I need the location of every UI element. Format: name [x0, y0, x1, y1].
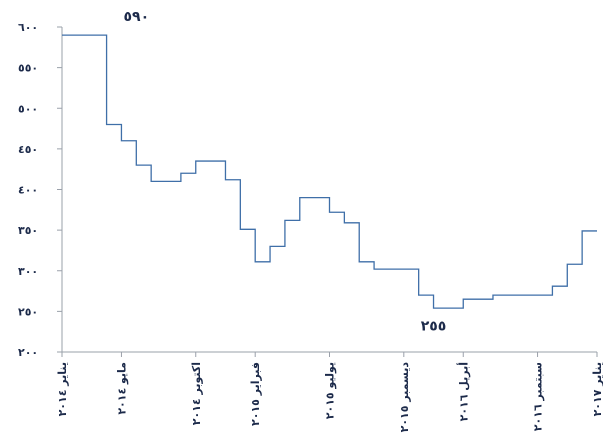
- annotation: ٢٥٥: [421, 318, 447, 334]
- x-tick-label: يناير ٢٠١٤: [56, 362, 69, 416]
- y-tick-label: ٤٠٠: [18, 184, 38, 197]
- y-tick-label: ٥٥٠: [18, 62, 38, 75]
- y-tick-label: ٣٥٠: [18, 224, 38, 237]
- y-tick-label: ٣٠٠: [18, 265, 38, 278]
- x-tick-label: سبتمبر ٢٠١٦: [532, 362, 545, 431]
- annotation: ٥٩٠: [123, 9, 149, 25]
- x-tick-label: يناير ٢٠١٧: [591, 362, 603, 416]
- x-tick-label: فبراير ٢٠١٥: [249, 362, 262, 426]
- y-tick-label: ٢٥٠: [18, 305, 38, 318]
- y-tick-label: ٤٥٠: [18, 143, 38, 156]
- x-tick-label: اكتوبر ٢٠١٤: [190, 362, 203, 425]
- y-tick-label: ٢٠٠: [18, 346, 38, 359]
- y-tick-label: ٦٠٠: [18, 21, 38, 34]
- x-tick-label: يوليو ٢٠١٥: [324, 362, 337, 419]
- x-tick-label: ديسمبر ٢٠١٥: [398, 362, 411, 433]
- x-tick-label: أبريل ٢٠١٦: [456, 362, 470, 421]
- line-series: [62, 34, 597, 309]
- x-tick-label: مايو ٢٠١٤: [115, 362, 128, 415]
- y-tick-label: ٥٠٠: [18, 102, 38, 115]
